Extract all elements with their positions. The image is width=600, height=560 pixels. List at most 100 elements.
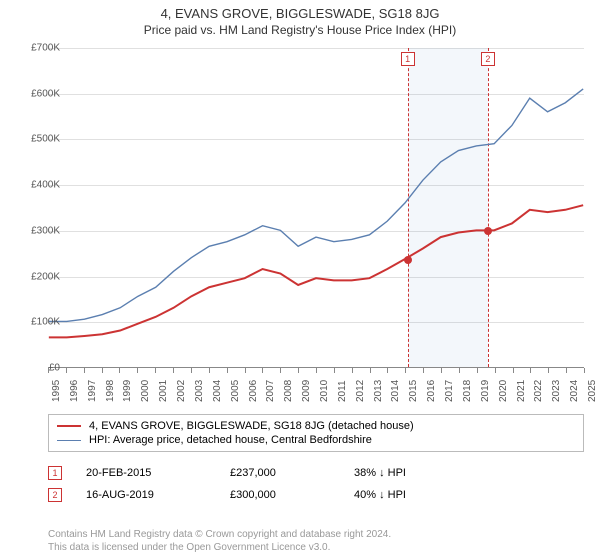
x-tick [334,368,335,373]
series-hpi [49,89,583,321]
x-axis-label: 2002 [176,380,187,402]
x-tick [459,368,460,373]
x-tick [477,368,478,373]
transaction-price: £300,000 [230,489,330,501]
x-axis-label: 1997 [87,380,98,402]
chart-subtitle: Price paid vs. HM Land Registry's House … [0,21,600,37]
legend-label: HPI: Average price, detached house, Cent… [89,434,372,446]
x-axis-label: 2004 [212,380,223,402]
x-axis-label: 2000 [140,380,151,402]
x-axis-label: 2025 [587,380,598,402]
x-axis-label: 2011 [337,380,348,402]
row-marker: 1 [48,466,62,480]
x-tick [370,368,371,373]
y-axis-label: £600K [16,88,60,99]
x-axis-label: 2012 [355,380,366,402]
x-tick [387,368,388,373]
x-axis-label: 2003 [194,380,205,402]
y-axis-label: £500K [16,134,60,145]
page-title: 4, EVANS GROVE, BIGGLESWADE, SG18 8JG [0,0,600,21]
x-tick [316,368,317,373]
x-axis-label: 1998 [105,380,116,402]
legend: 4, EVANS GROVE, BIGGLESWADE, SG18 8JG (d… [48,414,584,452]
x-axis-label: 2020 [498,380,509,402]
x-tick [245,368,246,373]
x-tick [441,368,442,373]
x-axis-label: 2014 [390,380,401,402]
row-marker: 2 [48,488,62,502]
x-tick [566,368,567,373]
x-axis-label: 2017 [444,380,455,402]
footer-line: Contains HM Land Registry data © Crown c… [48,528,584,541]
x-tick [155,368,156,373]
x-tick [405,368,406,373]
x-axis: 1995 1996 1997 1998 1999 2000 2001 2002 2003 2004… [48,368,584,408]
x-tick [352,368,353,373]
y-axis-label: £700K [16,43,60,54]
x-tick [191,368,192,373]
footer-attribution: Contains HM Land Registry data © Crown c… [48,528,584,554]
marker-dot-1 [404,256,412,264]
x-tick [102,368,103,373]
footer-line: This data is licensed under the Open Gov… [48,541,584,554]
transaction-delta: 40% ↓ HPI [354,489,474,501]
x-axis-label: 2016 [426,380,437,402]
transaction-price: £237,000 [230,467,330,479]
series-price_paid [49,205,583,337]
x-tick [48,368,49,373]
x-tick [280,368,281,373]
x-axis-label: 2013 [373,380,384,402]
x-tick [513,368,514,373]
legend-item: 4, EVANS GROVE, BIGGLESWADE, SG18 8JG (d… [57,419,575,433]
x-tick [262,368,263,373]
chart-lines [48,48,584,367]
x-tick [495,368,496,373]
table-row: 1 20-FEB-2015 £237,000 38% ↓ HPI [48,462,584,484]
x-tick [66,368,67,373]
x-tick [119,368,120,373]
x-axis-label: 1999 [122,380,133,402]
x-axis-label: 2021 [516,380,527,402]
y-axis-label: £400K [16,180,60,191]
x-tick [423,368,424,373]
x-axis-label: 2018 [462,380,473,402]
legend-item: HPI: Average price, detached house, Cent… [57,433,575,447]
x-tick [548,368,549,373]
legend-swatch [57,440,81,441]
x-tick [530,368,531,373]
marker-dot-2 [484,227,492,235]
chart-container: 4, EVANS GROVE, BIGGLESWADE, SG18 8JG Pr… [0,0,600,560]
x-tick [209,368,210,373]
transaction-date: 20-FEB-2015 [86,467,206,479]
x-axis-label: 2010 [319,380,330,402]
x-axis-label: 2015 [408,380,419,402]
x-tick [173,368,174,373]
x-axis-label: 2022 [533,380,544,402]
x-axis-label: 2006 [248,380,259,402]
x-axis-label: 2005 [230,380,241,402]
x-tick [298,368,299,373]
x-axis-label: 2019 [480,380,491,402]
x-tick [84,368,85,373]
transaction-delta: 38% ↓ HPI [354,467,474,479]
legend-label: 4, EVANS GROVE, BIGGLESWADE, SG18 8JG (d… [89,420,414,432]
y-axis-label: £300K [16,225,60,236]
x-axis-label: 2001 [158,380,169,402]
x-axis-label: 2023 [551,380,562,402]
x-axis-label: 1996 [69,380,80,402]
y-axis-label: £200K [16,271,60,282]
table-row: 2 16-AUG-2019 £300,000 40% ↓ HPI [48,484,584,506]
x-axis-label: 2009 [301,380,312,402]
x-axis-label: 2008 [283,380,294,402]
transactions-table: 1 20-FEB-2015 £237,000 38% ↓ HPI 2 16-AU… [48,462,584,506]
x-axis-label: 2024 [569,380,580,402]
x-tick [227,368,228,373]
plot-area: 1 2 [48,48,584,368]
x-tick [137,368,138,373]
transaction-date: 16-AUG-2019 [86,489,206,501]
legend-swatch [57,425,81,427]
x-tick [584,368,585,373]
x-axis-label: 1995 [51,380,62,402]
x-axis-label: 2007 [265,380,276,402]
y-axis-label: £100K [16,317,60,328]
